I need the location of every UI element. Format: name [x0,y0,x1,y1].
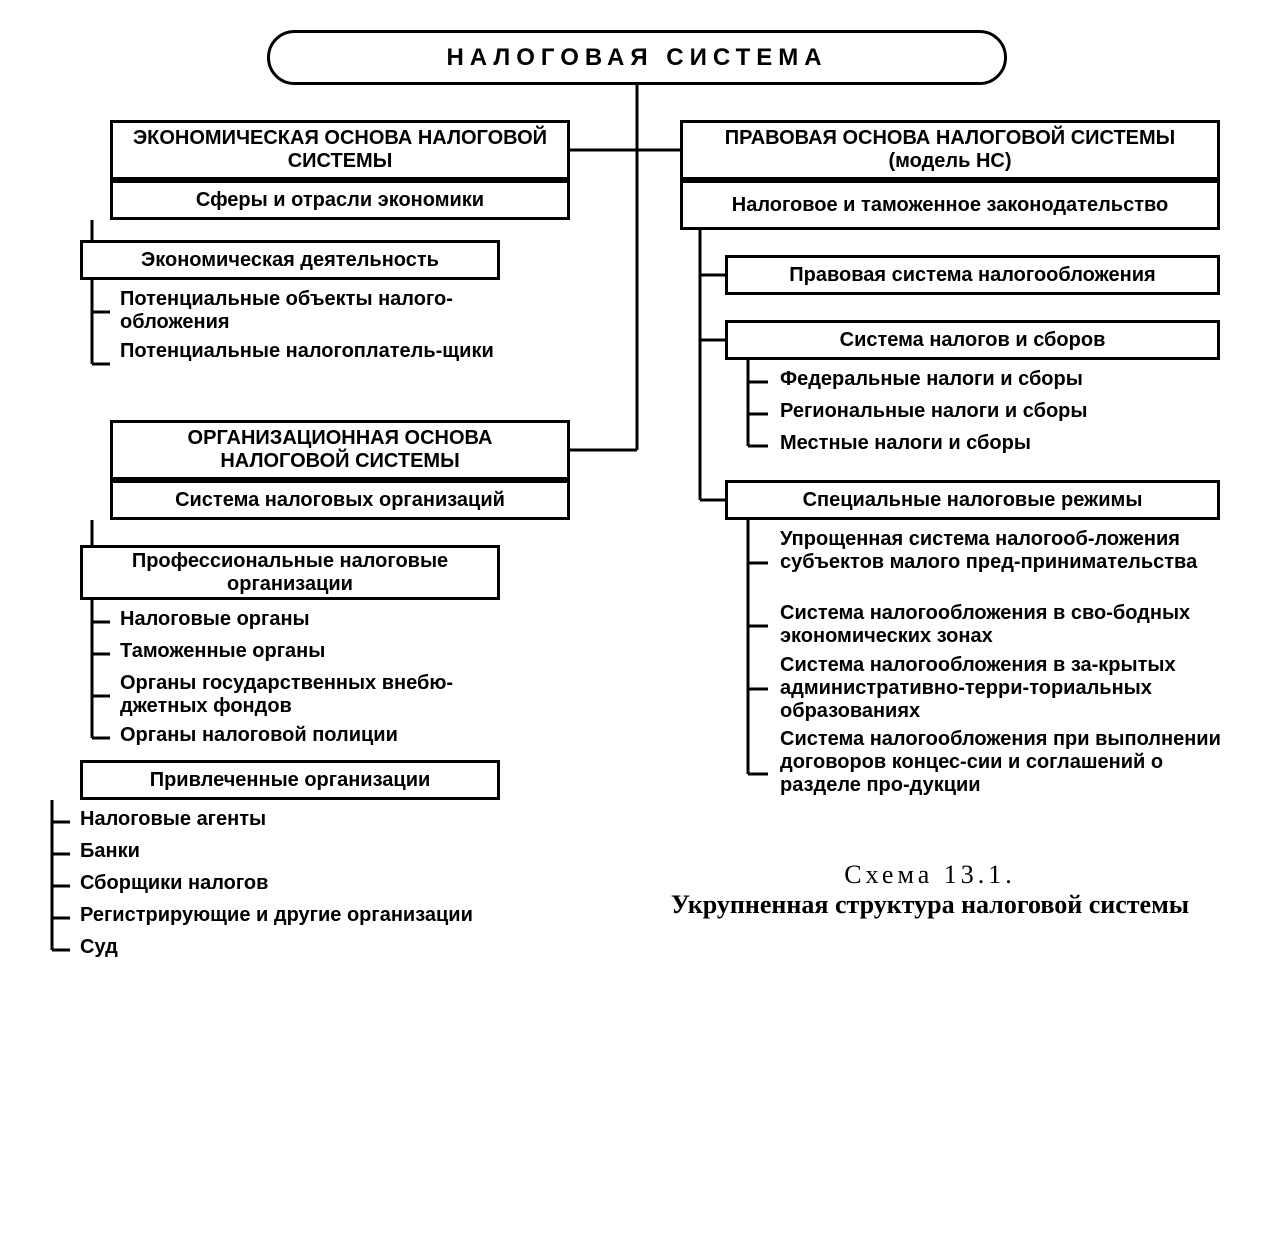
special-regimes-box: Специальные налоговые режимы [725,480,1220,520]
root-node: НАЛОГОВАЯ СИСТЕМА [267,30,1007,85]
legal-basis-sub: Налоговое и таможенное законодательство [680,180,1220,230]
leaf-item: Система налогообложения в сво-бодных эко… [760,602,1230,650]
leaf-item: Налоговые органы [100,608,530,636]
legal-basis-header: ПРАВОВАЯ ОСНОВА НАЛОГОВОЙ СИСТЕМЫ (модел… [680,120,1220,180]
taxes-system-box: Система налогов и сборов [725,320,1220,360]
economic-basis-sub: Сферы и отрасли экономики [110,180,570,220]
leaf-item: Потенциальные налогоплатель-щики [100,340,530,388]
economic-basis-header: ЭКОНОМИЧЕСКАЯ ОСНОВА НАЛОГОВОЙ СИСТЕМЫ [110,120,570,180]
legal-system-box: Правовая система налогообложения [725,255,1220,295]
organizational-basis-sub: Система налоговых организаций [110,480,570,520]
leaf-item: Банки [60,840,530,868]
caption-title: Схема 13.1. [650,860,1210,890]
leaf-item: Суд [60,936,530,964]
leaf-item: Регистрирующие и другие организации [60,904,530,932]
professional-orgs-box: Профессиональные налоговые организации [80,545,500,600]
leaf-item: Налоговые агенты [60,808,530,836]
leaf-item: Система налогообложения при выполнении д… [760,728,1230,820]
leaf-item: Система налогообложения в за-крытых адми… [760,654,1230,724]
leaf-item: Органы государственных внебю-джетных фон… [100,672,530,720]
leaf-item: Сборщики налогов [60,872,530,900]
economic-activity-box: Экономическая деятельность [80,240,500,280]
leaf-item: Региональные налоги и сборы [760,400,1220,428]
leaf-item: Потенциальные объекты налого-обложения [100,288,530,336]
leaf-item: Органы налоговой полиции [100,724,530,752]
diagram-canvas: НАЛОГОВАЯ СИСТЕМА ЭКОНОМИЧЕСКАЯ ОСНОВА Н… [0,0,1275,1240]
leaf-item: Местные налоги и сборы [760,432,1220,460]
organizational-basis-header: ОРГАНИЗАЦИОННАЯ ОСНОВА НАЛОГОВОЙ СИСТЕМЫ [110,420,570,480]
leaf-item: Таможенные органы [100,640,530,668]
involved-orgs-box: Привлеченные организации [80,760,500,800]
figure-caption: Схема 13.1. Укрупненная структура налого… [650,860,1210,920]
leaf-item: Упрощенная система налогооб-ложения субъ… [760,528,1230,598]
leaf-item: Федеральные налоги и сборы [760,368,1220,396]
caption-subtitle: Укрупненная структура налоговой системы [650,890,1210,920]
